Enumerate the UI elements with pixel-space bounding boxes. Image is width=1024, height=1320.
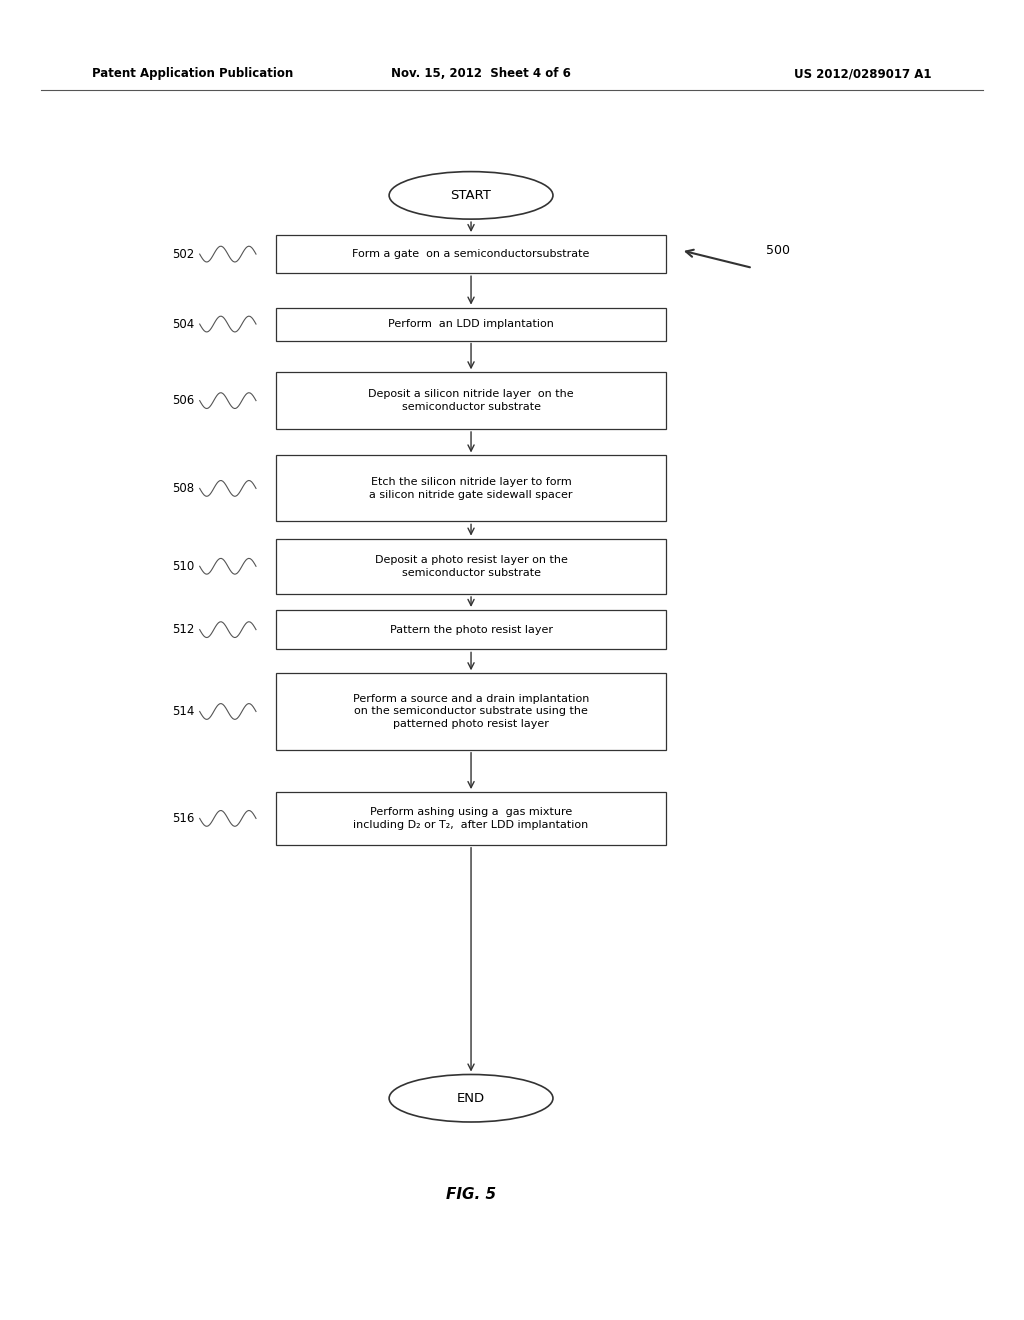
Text: 516: 516 [172, 812, 195, 825]
Bar [276, 610, 666, 649]
Text: END: END [457, 1092, 485, 1105]
Text: 510: 510 [172, 560, 195, 573]
Bar [276, 539, 666, 594]
Text: 504: 504 [172, 318, 195, 330]
Text: Pattern the photo resist layer: Pattern the photo resist layer [389, 624, 553, 635]
Text: Deposit a photo resist layer on the
semiconductor substrate: Deposit a photo resist layer on the semi… [375, 554, 567, 578]
Bar [276, 792, 666, 845]
Bar [276, 235, 666, 273]
Text: US 2012/0289017 A1: US 2012/0289017 A1 [795, 67, 932, 81]
Text: Nov. 15, 2012  Sheet 4 of 6: Nov. 15, 2012 Sheet 4 of 6 [391, 67, 571, 81]
Text: 512: 512 [172, 623, 195, 636]
Bar [276, 308, 666, 341]
Text: Patent Application Publication: Patent Application Publication [92, 67, 294, 81]
Text: Form a gate  on a semiconductor​substrate: Form a gate on a semiconductor​substrate [352, 249, 590, 259]
Text: 514: 514 [172, 705, 195, 718]
Text: Perform ashing using a  gas mixture
including D₂ or T₂,  after LDD implantation: Perform ashing using a gas mixture inclu… [353, 807, 589, 830]
Text: 508: 508 [172, 482, 195, 495]
Text: Etch the silicon nitride layer to form
a silicon nitride gate sidewall spacer: Etch the silicon nitride layer to form a… [370, 477, 572, 500]
Bar [276, 673, 666, 750]
Ellipse shape [389, 172, 553, 219]
Text: Perform a source and a drain implantation
on the semiconductor substrate using t: Perform a source and a drain implantatio… [353, 694, 589, 729]
Text: 500: 500 [766, 244, 790, 257]
Text: FIG. 5: FIG. 5 [446, 1187, 496, 1203]
Text: 506: 506 [172, 395, 195, 407]
Text: Deposit a silicon nitride layer  on the
semiconductor substrate: Deposit a silicon nitride layer on the s… [369, 389, 573, 412]
Text: 502: 502 [172, 248, 195, 260]
Bar [276, 455, 666, 521]
Ellipse shape [389, 1074, 553, 1122]
Bar [276, 372, 666, 429]
Text: START: START [451, 189, 492, 202]
Text: Perform  an LDD implantation: Perform an LDD implantation [388, 319, 554, 329]
